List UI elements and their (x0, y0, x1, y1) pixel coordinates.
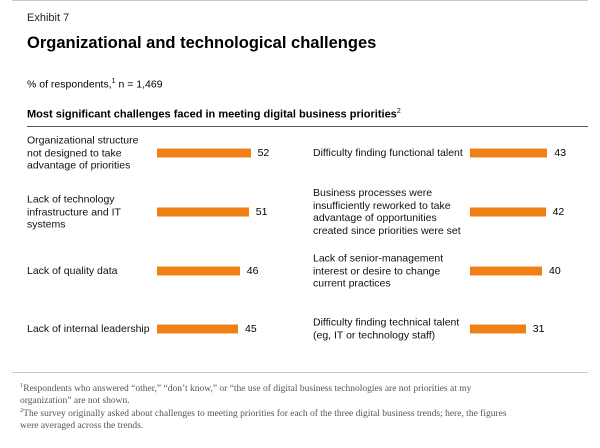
data-label: 43 (554, 147, 567, 159)
bar (157, 324, 238, 334)
bar (470, 207, 546, 217)
section-title-text: Most significant challenges faced in mee… (27, 108, 397, 121)
category-label: Lack of quality data (27, 264, 118, 277)
bar (157, 266, 240, 276)
exhibit-label: Exhibit 7 (27, 12, 70, 24)
footnote-2-marker: 2 (20, 407, 24, 414)
category-label: Lack of internal leadership (27, 322, 150, 335)
footnote-1-marker: 1 (20, 382, 24, 389)
data-label: 51 (255, 206, 268, 218)
bar (470, 148, 548, 158)
data-label: 42 (552, 206, 565, 218)
respondents-note: % of respondents,1 n = 1,469 (27, 78, 163, 91)
respondents-prefix: % of respondents, (27, 78, 112, 91)
bar (157, 148, 251, 158)
section-rule (27, 126, 588, 127)
respondents-footnote-marker: 1 (111, 78, 116, 85)
category-label: Organizational structure not designed to… (27, 134, 139, 172)
category-label: Business processes were insufficiently r… (313, 187, 461, 237)
data-label: 40 (549, 265, 561, 277)
data-label: 46 (246, 265, 259, 277)
bar (470, 324, 526, 334)
data-label: 52 (257, 147, 270, 159)
bar (470, 266, 542, 276)
category-label: Lack of technology infrastructure and IT… (27, 193, 121, 231)
category-label: Difficulty finding technical talent (eg,… (313, 316, 460, 342)
category-label: Lack of senior-management interest or de… (313, 252, 444, 290)
data-label: 31 (532, 323, 545, 335)
footnote-2: 2The survey originally asked about chall… (20, 405, 510, 432)
category-label: Difficulty finding functional talent (313, 146, 463, 159)
respondents-count: n = 1,469 (115, 78, 163, 91)
top-rule (12, 0, 588, 1)
footnote-1-text: Respondents who answered “other,” “don’t… (20, 384, 472, 406)
bar (157, 207, 249, 217)
footnote-2-text: The survey originally asked about challe… (20, 409, 507, 431)
footnote-1: 1Respondents who answered “other,” “don’… (20, 380, 510, 407)
chart-title: Organizational and technological challen… (27, 34, 377, 52)
footnote-rule (12, 372, 588, 373)
section-title: Most significant challenges faced in mee… (27, 108, 401, 121)
data-label: 45 (245, 323, 257, 335)
section-footnote-marker: 2 (396, 108, 401, 115)
